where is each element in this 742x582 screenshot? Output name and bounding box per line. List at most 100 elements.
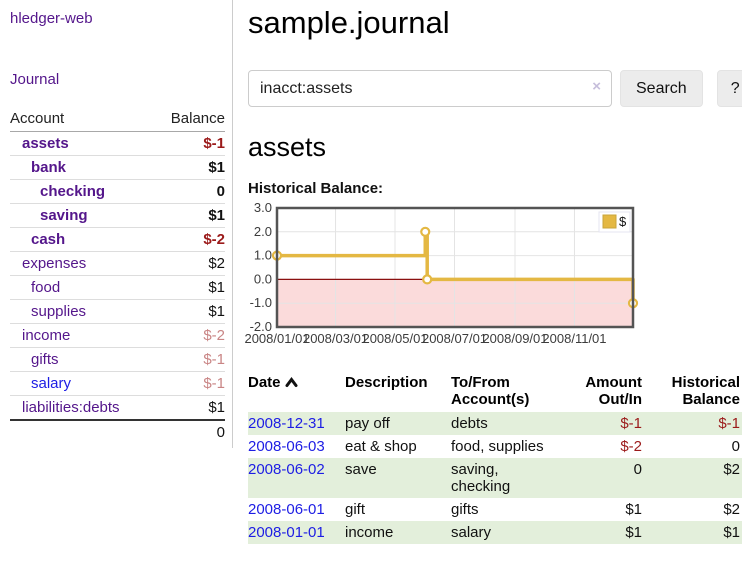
account-row-food: food $1: [10, 276, 225, 300]
svg-text:2008/03/01: 2008/03/01: [303, 331, 368, 346]
account-balance: $-1: [154, 348, 225, 372]
transaction-accounts: food, supplies: [451, 435, 564, 458]
transaction-date-link[interactable]: 2008-12-31: [248, 415, 325, 432]
accounts-total-value: 0: [154, 420, 225, 444]
account-link-salary[interactable]: salary: [31, 375, 71, 392]
app-title-link[interactable]: hledger-web: [10, 10, 93, 27]
account-row-assets: assets $-1: [10, 132, 225, 156]
account-balance: $1: [154, 204, 225, 228]
transaction-date-link[interactable]: 2008-06-03: [248, 438, 325, 455]
chart-canvas[interactable]: $3.02.01.00.0-1.0-2.02008/01/012008/03/0…: [248, 206, 668, 348]
search-button[interactable]: Search: [620, 70, 703, 107]
account-link-food[interactable]: food: [31, 279, 60, 296]
transaction-balance: $2: [650, 498, 742, 521]
svg-text:2008/11/01: 2008/11/01: [542, 331, 606, 346]
account-row-income: income $-2: [10, 324, 225, 348]
account-link-gifts[interactable]: gifts: [31, 351, 59, 368]
page-title: sample.journal: [248, 5, 742, 41]
accounts-table: Account Balance assets $-1 bank $1 check…: [10, 107, 225, 444]
search-box: ×: [248, 70, 612, 107]
chart-title: Historical Balance:: [248, 180, 742, 197]
sort-ascending-icon: [285, 375, 298, 392]
account-link-liabilities-debts[interactable]: liabilities:debts: [22, 399, 120, 416]
register-col-date[interactable]: Date: [248, 372, 345, 412]
account-row-checking: checking 0: [10, 180, 225, 204]
accounts-col-balance: Balance: [154, 107, 225, 132]
transaction-description: income: [345, 521, 451, 544]
svg-text:2.0: 2.0: [254, 224, 272, 239]
svg-text:1.0: 1.0: [254, 248, 272, 263]
transaction-amount: 0: [564, 458, 650, 498]
register-col-amount: Amount Out/In: [564, 372, 650, 412]
transaction-balance: 0: [650, 435, 742, 458]
account-balance: $1: [154, 396, 225, 421]
account-link-income[interactable]: income: [22, 327, 70, 344]
clear-search-icon[interactable]: ×: [592, 79, 601, 94]
svg-text:$: $: [619, 214, 627, 229]
account-link-supplies[interactable]: supplies: [31, 303, 86, 320]
svg-text:2008/09/01: 2008/09/01: [482, 331, 547, 346]
account-row-saving: saving $1: [10, 204, 225, 228]
svg-text:2008/07/01: 2008/07/01: [422, 331, 487, 346]
account-link-saving[interactable]: saving: [40, 207, 88, 224]
register-row: 2008-01-01 income salary $1 $1: [248, 521, 742, 544]
transaction-date-link[interactable]: 2008-06-01: [248, 501, 325, 518]
historical-balance-chart[interactable]: $3.02.01.00.0-1.0-2.02008/01/012008/03/0…: [248, 206, 742, 352]
main-content: sample.journal × Search ? assets Histori…: [233, 0, 742, 544]
transaction-description: save: [345, 458, 451, 498]
register-row: 2008-06-02 save saving, checking 0 $2: [248, 458, 742, 498]
account-row-bank: bank $1: [10, 156, 225, 180]
transaction-accounts: saving, checking: [451, 458, 564, 498]
transaction-date-link[interactable]: 2008-06-02: [248, 461, 325, 478]
account-balance: $-1: [154, 132, 225, 156]
help-button[interactable]: ?: [717, 70, 742, 107]
register-col-balance: Historical Balance: [650, 372, 742, 412]
account-balance: $2: [154, 252, 225, 276]
account-link-cash[interactable]: cash: [31, 231, 65, 248]
transaction-description: gift: [345, 498, 451, 521]
svg-text:-1.0: -1.0: [250, 295, 272, 310]
register-col-description: Description: [345, 372, 451, 412]
svg-text:0.0: 0.0: [254, 271, 272, 286]
account-balance: $-2: [154, 324, 225, 348]
transaction-balance: $2: [650, 458, 742, 498]
app-layout: hledger-web Journal Account Balance asse…: [0, 0, 742, 544]
transaction-accounts: salary: [451, 521, 564, 544]
account-balance: $-1: [154, 372, 225, 396]
accounts-col-account: Account: [10, 107, 154, 132]
svg-text:3.0: 3.0: [254, 200, 272, 215]
account-balance: $1: [154, 156, 225, 180]
register-table: Date Description To/From Account(s) Amou…: [248, 372, 742, 544]
account-balance: $-2: [154, 228, 225, 252]
account-heading: assets: [248, 132, 742, 163]
account-row-gifts: gifts $-1: [10, 348, 225, 372]
account-row-expenses: expenses $2: [10, 252, 225, 276]
accounts-total-row: 0: [10, 420, 225, 444]
transaction-date-link[interactable]: 2008-01-01: [248, 524, 325, 541]
account-balance: $1: [154, 276, 225, 300]
account-row-liabilities-debts: liabilities:debts $1: [10, 396, 225, 421]
search-input[interactable]: [248, 70, 612, 107]
account-balance: 0: [154, 180, 225, 204]
transaction-description: pay off: [345, 412, 451, 435]
account-link-expenses[interactable]: expenses: [22, 255, 86, 272]
account-link-assets[interactable]: assets: [22, 135, 69, 152]
transaction-description: eat & shop: [345, 435, 451, 458]
account-row-supplies: supplies $1: [10, 300, 225, 324]
register-col-tofrom: To/From Account(s): [451, 372, 564, 412]
transaction-amount: $-2: [564, 435, 650, 458]
account-link-checking[interactable]: checking: [40, 183, 105, 200]
svg-text:2008/05/01: 2008/05/01: [362, 331, 427, 346]
account-balance: $1: [154, 300, 225, 324]
transaction-amount: $-1: [564, 412, 650, 435]
transaction-balance: $-1: [650, 412, 742, 435]
register-row: 2008-12-31 pay off debts $-1 $-1: [248, 412, 742, 435]
account-row-salary: salary $-1: [10, 372, 225, 396]
transaction-balance: $1: [650, 521, 742, 544]
transaction-amount: $1: [564, 521, 650, 544]
account-row-cash: cash $-2: [10, 228, 225, 252]
sidebar: hledger-web Journal Account Balance asse…: [0, 0, 233, 448]
account-link-bank[interactable]: bank: [31, 159, 66, 176]
sidebar-item-journal[interactable]: Journal: [10, 71, 59, 88]
register-row: 2008-06-03 eat & shop food, supplies $-2…: [248, 435, 742, 458]
